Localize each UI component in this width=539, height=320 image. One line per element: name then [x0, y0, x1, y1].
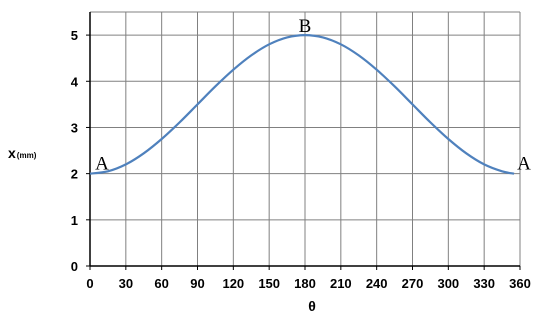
y-tick-labels: 0 1 2 3 4 5 [71, 28, 79, 274]
y-tick-label: 1 [71, 213, 78, 228]
y-tick-label: 0 [71, 259, 78, 274]
x-tick-label: 0 [86, 276, 93, 291]
x-tick-label: 240 [366, 276, 388, 291]
x-tick-label: 210 [330, 276, 352, 291]
x-tick-label: 150 [258, 276, 280, 291]
point-annotations: A B A [95, 16, 531, 175]
series-line [89, 33, 515, 175]
grid-lines [90, 11, 521, 266]
axes [86, 12, 521, 270]
x-tick-label: 90 [190, 276, 204, 291]
x-tick-labels: 0 30 60 90 120 150 180 210 240 270 300 330 360 [86, 276, 530, 291]
x-tick-label: 30 [119, 276, 133, 291]
y-tick-label: 2 [71, 167, 78, 182]
y-axis-title: x(mm) [8, 145, 37, 161]
y-axis-title-main: x [8, 145, 16, 161]
point-label: A [95, 154, 109, 175]
y-axis-title-unit: (mm) [17, 151, 37, 160]
x-tick-label: 120 [222, 276, 244, 291]
x-tick-label: 180 [294, 276, 316, 291]
point-label: A [517, 154, 531, 175]
x-tick-label: 360 [509, 276, 531, 291]
x-tick-label: 330 [473, 276, 495, 291]
y-tick-label: 3 [71, 120, 78, 135]
y-tick-label: 5 [71, 28, 78, 43]
x-tick-label: 300 [437, 276, 459, 291]
y-tick-label: 4 [71, 74, 79, 89]
x-tick-label: 60 [154, 276, 168, 291]
series-layer [89, 33, 515, 175]
point-label: B [299, 16, 312, 37]
x-axis-title: θ [308, 298, 316, 314]
x-tick-label: 270 [402, 276, 424, 291]
